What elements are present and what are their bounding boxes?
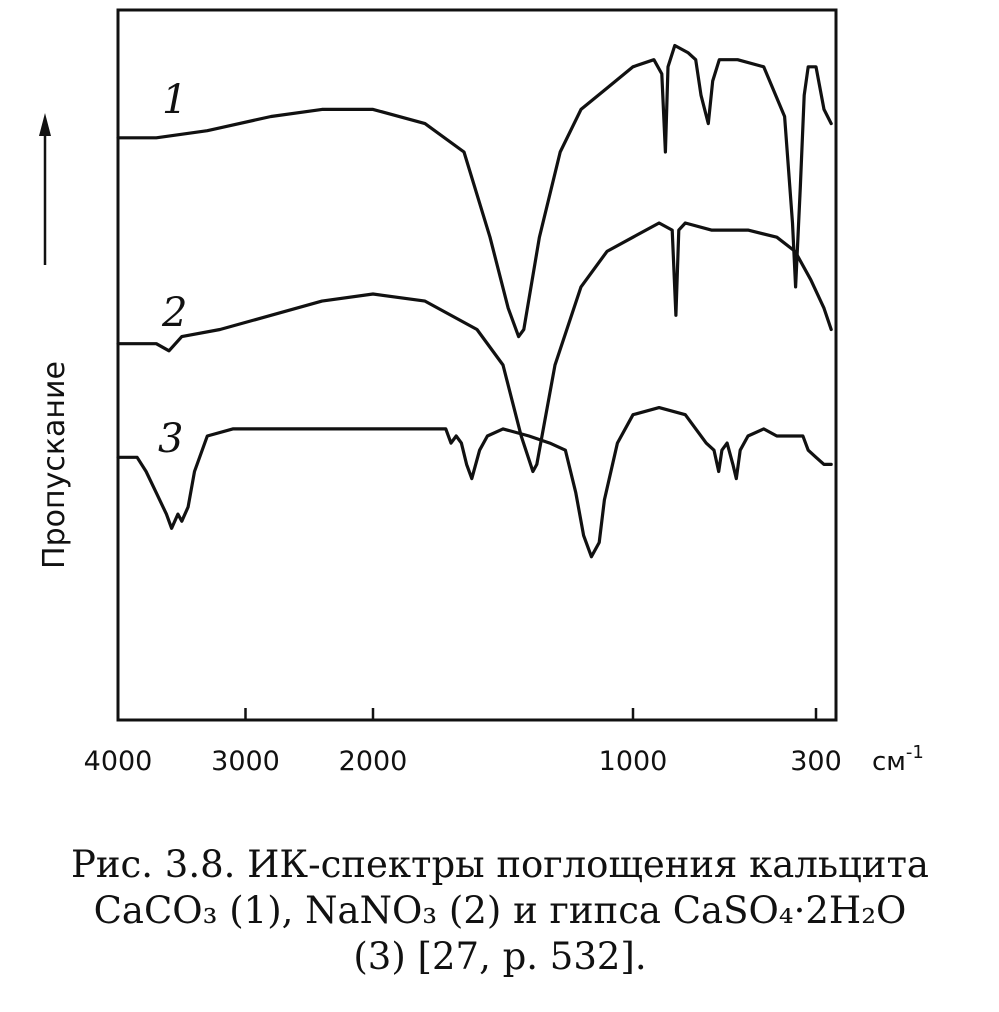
- x-tick-label-3000: 3000: [211, 746, 280, 777]
- x-axis-ticks: [116, 708, 818, 720]
- plot-frame: [116, 8, 838, 722]
- spectrum-line-3: [116, 406, 833, 559]
- curve-label-2: 2: [161, 290, 187, 336]
- y-axis-label: Пропускание: [37, 361, 72, 569]
- curve-label-3: 3: [158, 416, 183, 462]
- x-axis-unit: см-1: [872, 742, 924, 777]
- x-axis-tick-labels: 4000 3000 2000 1000 300: [84, 746, 842, 777]
- spectra-series: [116, 43, 833, 559]
- x-tick-label-1000: 1000: [599, 746, 668, 777]
- caption-line-3: (3) [27, р. 532].: [353, 935, 647, 978]
- caption-line-2: CaCO₃ (1), NaNO₃ (2) и гипса CaSO₄·2H₂O: [93, 889, 907, 932]
- curve-label-1: 1: [162, 77, 187, 123]
- y-axis-arrow: [39, 113, 51, 265]
- x-tick-label-4000: 4000: [84, 746, 153, 777]
- ir-spectra-chart: 4000 3000 2000 1000 300 см-1 Пропускание 1 2…: [37, 8, 924, 777]
- figure-caption: Рис. 3.8. ИК-спектры поглощения кальцита…: [20, 842, 980, 980]
- spectrum-line-2: [116, 221, 833, 474]
- caption-line-1: Рис. 3.8. ИК-спектры поглощения кальцита: [71, 843, 929, 886]
- x-tick-label-2000: 2000: [339, 746, 408, 777]
- x-tick-label-300: 300: [790, 746, 842, 777]
- spectrum-line-1: [116, 43, 833, 339]
